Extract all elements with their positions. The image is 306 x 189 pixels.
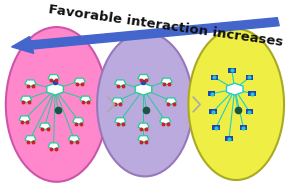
Polygon shape [80,96,91,103]
Bar [245,75,253,80]
Bar [225,136,233,141]
Bar [208,91,215,96]
Polygon shape [112,98,123,105]
Polygon shape [48,74,59,81]
Polygon shape [115,118,126,124]
Ellipse shape [97,33,193,176]
Polygon shape [47,83,63,95]
Polygon shape [69,136,80,142]
Ellipse shape [188,29,284,180]
Polygon shape [39,123,50,130]
Polygon shape [138,74,149,81]
Bar [209,109,217,114]
Polygon shape [166,98,177,105]
Polygon shape [115,80,126,86]
Polygon shape [25,80,36,86]
Bar [240,125,247,130]
Polygon shape [48,143,59,149]
Bar [245,109,253,114]
Polygon shape [226,83,243,95]
Bar [248,91,256,96]
Polygon shape [138,136,149,142]
Polygon shape [138,123,149,130]
Bar [212,125,220,130]
Polygon shape [74,78,85,85]
Polygon shape [160,118,171,124]
Polygon shape [135,83,152,95]
Polygon shape [161,78,172,85]
Bar [211,75,218,80]
Polygon shape [19,116,30,122]
Polygon shape [21,96,32,103]
Polygon shape [73,118,84,124]
Polygon shape [25,136,36,142]
Text: Favorable interaction increases: Favorable interaction increases [47,3,283,49]
FancyArrow shape [12,18,279,53]
Bar [228,68,236,73]
Ellipse shape [6,27,107,182]
